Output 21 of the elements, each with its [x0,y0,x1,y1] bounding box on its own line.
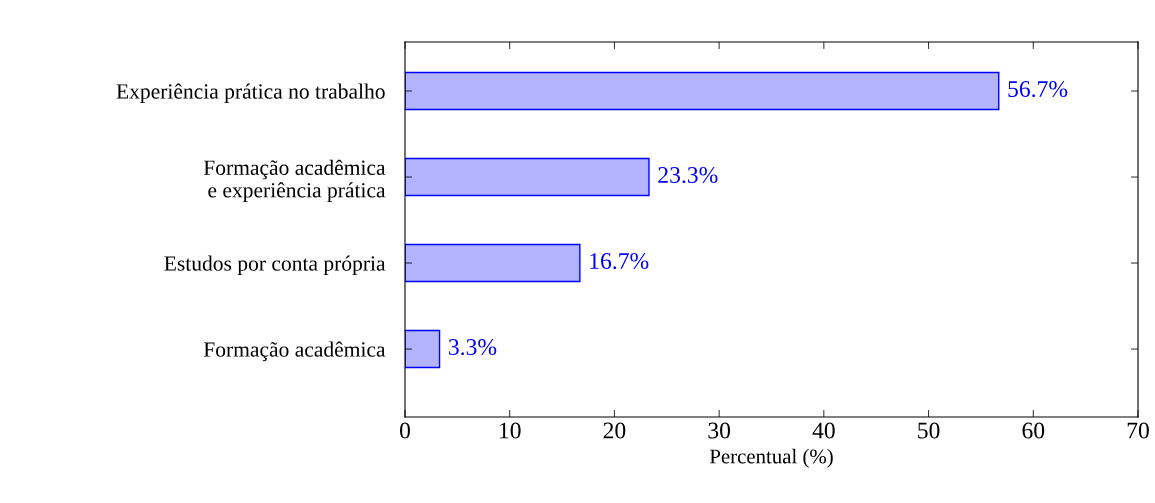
data-label: 56.7% [1008,81,1068,98]
data-label: 16.7% [590,253,649,270]
x-tick-label: 10 [499,422,521,439]
data-label: 23.3% [658,167,718,184]
y-tick-label: Estudos por conta própria [164,255,386,276]
y-tick-label: Formação acadêmica [203,341,386,362]
bar [405,243,581,283]
x-tick-label: 0 [400,422,410,439]
x-tick-label: 50 [918,422,940,439]
x-tick-label: 20 [603,422,626,439]
x-tick-label: 30 [708,422,731,439]
data-label: 3.3% [449,339,497,356]
bar [405,157,650,197]
x-axis-title: Percentual (%) [709,448,833,468]
x-tick-label: 60 [1022,422,1045,439]
x-tick-label: 40 [812,422,835,439]
bar [405,329,441,369]
bar [405,71,1000,111]
y-tick-label: Experiência prática no trabalho [116,83,385,104]
y-tick-label: Formação acadêmica e experiência prática [203,159,386,202]
x-tick-label: 70 [1127,422,1149,439]
